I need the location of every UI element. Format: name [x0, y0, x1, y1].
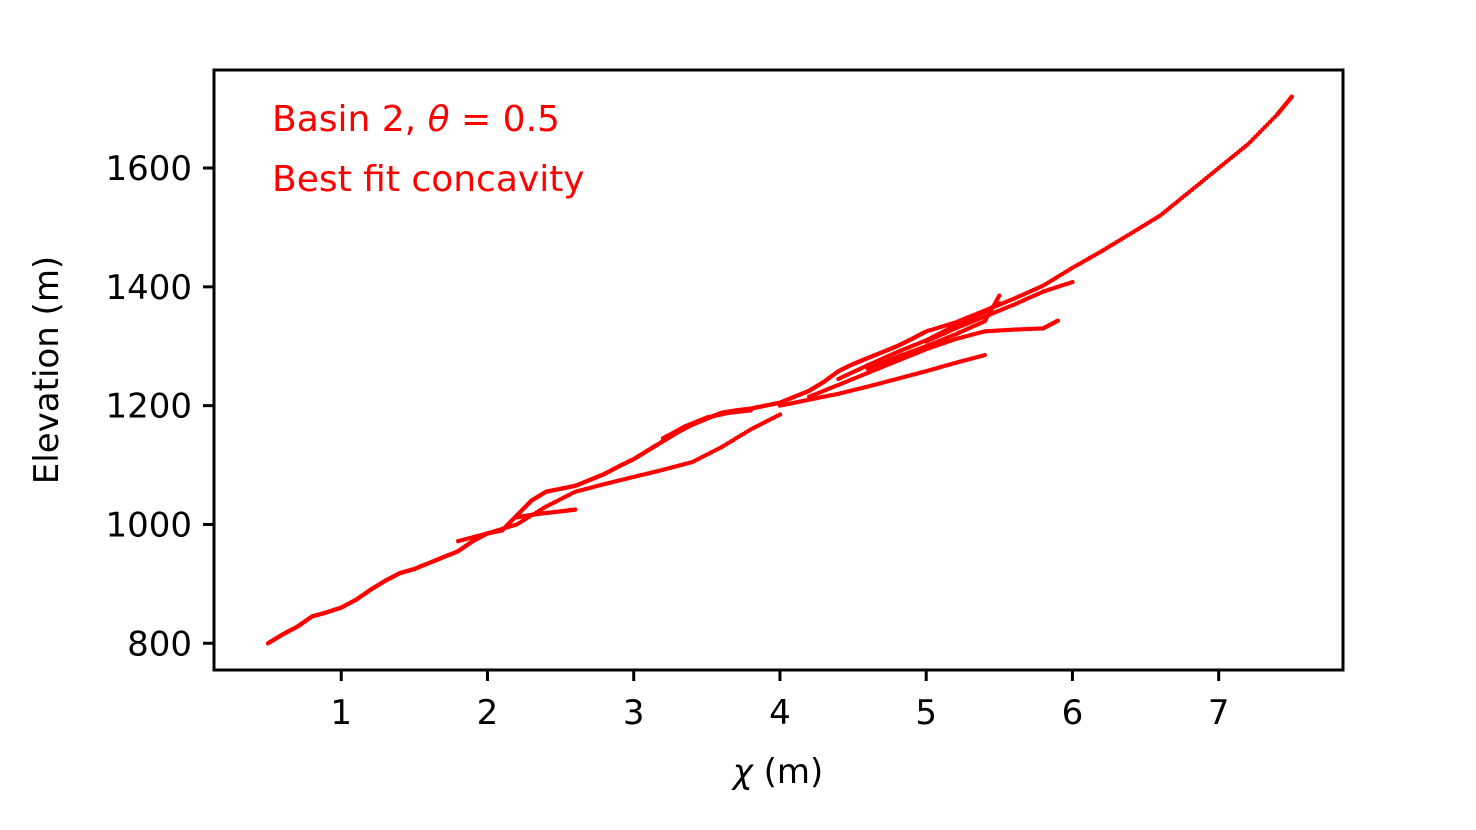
annotation-basin: Basin 2, θ = 0.5 — [272, 99, 560, 140]
x-tick-label: 5 — [915, 693, 937, 733]
data-point — [1070, 279, 1075, 285]
data-point — [777, 412, 783, 417]
x-axis-unit: (m) — [753, 752, 823, 792]
series-1 — [265, 94, 1295, 646]
x-axis-title: χ (m) — [731, 752, 824, 792]
data-point — [748, 408, 753, 413]
y-tick-label: 1600 — [105, 149, 192, 189]
data-points — [265, 94, 1295, 646]
series-3 — [456, 412, 783, 544]
x-axis-symbol: χ — [731, 752, 755, 792]
annotation-best-fit: Best fit concavity — [272, 159, 585, 200]
series-5 — [777, 352, 987, 408]
data-point — [982, 352, 987, 358]
y-axis: 800 1000 1200 1400 1600 — [105, 149, 214, 664]
data-point — [1289, 94, 1295, 99]
data-point — [573, 507, 578, 512]
data-point — [997, 293, 1002, 298]
annotation-basin-suffix: = 0.5 — [450, 99, 560, 140]
series-4 — [660, 408, 753, 441]
y-tick-label: 1400 — [105, 268, 192, 308]
y-tick-label: 1000 — [105, 505, 192, 545]
x-axis: 1 2 3 4 5 6 7 — [330, 670, 1230, 733]
x-tick-label: 6 — [1062, 693, 1084, 733]
x-tick-label: 3 — [623, 693, 645, 733]
y-tick-label: 1200 — [105, 387, 192, 427]
series-7 — [836, 301, 1002, 382]
series-9 — [924, 279, 1075, 344]
y-axis-title: Elevation (m) — [27, 256, 67, 484]
x-tick-label: 4 — [769, 693, 791, 733]
data-point — [997, 301, 1002, 306]
annotation-basin-prefix: Basin 2, — [272, 99, 428, 140]
x-tick-label: 1 — [330, 693, 352, 733]
annotation-theta-symbol: θ — [428, 99, 450, 140]
x-tick-label: 2 — [477, 693, 499, 733]
x-tick-label: 7 — [1208, 693, 1230, 733]
series-6 — [807, 318, 1061, 399]
data-point — [1055, 318, 1061, 323]
y-tick-label: 800 — [127, 624, 192, 664]
